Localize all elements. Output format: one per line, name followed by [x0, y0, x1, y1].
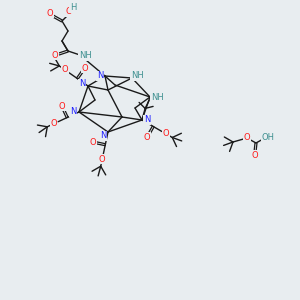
Text: O: O [58, 102, 65, 111]
Text: O: O [99, 155, 106, 164]
Text: O: O [252, 151, 258, 160]
Text: NH: NH [130, 71, 143, 80]
Text: O: O [47, 8, 53, 17]
Text: N: N [79, 80, 85, 88]
Text: O: O [62, 65, 68, 74]
Text: O: O [244, 133, 250, 142]
Text: H: H [70, 4, 76, 13]
Text: N: N [100, 131, 106, 140]
Text: N: N [97, 71, 103, 80]
Text: N: N [144, 116, 150, 124]
Text: O: O [52, 50, 58, 59]
Text: NH: NH [79, 52, 92, 61]
Text: O: O [163, 130, 169, 139]
Text: O: O [81, 64, 88, 73]
Text: O: O [144, 133, 150, 142]
Text: N: N [70, 107, 76, 116]
Text: O: O [50, 119, 57, 128]
Text: O: O [90, 138, 96, 147]
Text: OH: OH [262, 134, 275, 142]
Text: O: O [66, 8, 72, 16]
Text: NH: NH [151, 92, 164, 101]
